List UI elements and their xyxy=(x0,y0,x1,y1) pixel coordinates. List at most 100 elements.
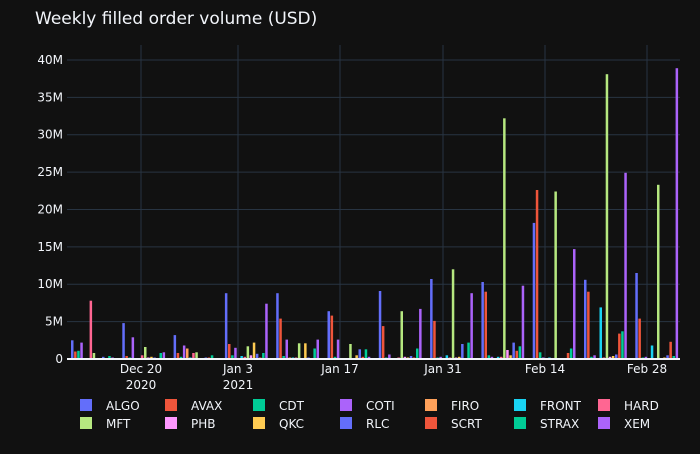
bar-front-week-8[interactable] xyxy=(445,355,449,359)
bar-rlc-week-7[interactable] xyxy=(409,356,413,359)
bar-coti-week-11[interactable] xyxy=(593,355,596,359)
bar-coti2-week-12[interactable] xyxy=(675,68,679,359)
bar-front-week-11[interactable] xyxy=(599,307,603,359)
bar-scrt-week-10[interactable] xyxy=(566,353,570,359)
bar-coti-week-6[interactable] xyxy=(336,339,340,359)
bar-strax-week-1[interactable] xyxy=(108,356,111,359)
bar-coti2-week-6[interactable] xyxy=(367,356,371,359)
legend-item[interactable]: ALGO xyxy=(80,399,140,413)
bar-qkc-week-9[interactable] xyxy=(509,355,512,359)
bar-cdt-week-3[interactable] xyxy=(179,356,183,359)
bar-coti-week-3[interactable] xyxy=(182,345,186,360)
bar-phb-week-9[interactable] xyxy=(506,350,509,359)
bar-avax-week-4[interactable] xyxy=(228,344,231,359)
legend-item[interactable]: MFT xyxy=(80,417,131,431)
bar-algo-week-2[interactable] xyxy=(122,323,125,359)
bar-rlc-week-6[interactable] xyxy=(358,349,362,359)
bar-coti-week-8[interactable] xyxy=(439,356,442,359)
bar-hard-week-9[interactable] xyxy=(500,356,503,359)
legend-item[interactable]: PHB xyxy=(165,417,216,431)
bar-algo-week-3[interactable] xyxy=(173,335,177,359)
bar-cdt-week-10[interactable] xyxy=(538,352,542,359)
bar-strax-week-5[interactable] xyxy=(313,348,316,360)
bar-avax-week-12[interactable] xyxy=(638,318,641,359)
bar-hard-week-3[interactable] xyxy=(192,353,195,359)
bar-phb-week-11[interactable] xyxy=(608,356,612,359)
bar-strax-week-3[interactable] xyxy=(210,355,214,359)
legend-item[interactable]: FRONT xyxy=(514,399,582,413)
bar-strax-week-8[interactable] xyxy=(467,342,470,359)
bar-avax-week-8[interactable] xyxy=(433,320,436,359)
bar-qkc-week-8[interactable] xyxy=(458,356,461,359)
bar-avax-week-10[interactable] xyxy=(535,190,539,359)
bar-mft-week-5[interactable] xyxy=(297,343,301,359)
bar-avax-week-6[interactable] xyxy=(330,315,334,359)
bar-front-week-12[interactable] xyxy=(650,345,654,360)
bar-qkc-week-5[interactable] xyxy=(304,343,307,359)
bar-avax-week-1[interactable] xyxy=(74,351,77,360)
bar-mft-week-8[interactable] xyxy=(451,269,455,359)
bar-qkc-week-2[interactable] xyxy=(150,356,153,359)
bar-coti-week-2[interactable] xyxy=(131,337,135,359)
bar-scrt-week-9[interactable] xyxy=(515,350,519,359)
bar-mft-week-9[interactable] xyxy=(503,118,506,359)
bar-hard-week-2[interactable] xyxy=(140,355,144,359)
bar-cdt-week-11[interactable] xyxy=(590,356,593,359)
bar-strax-week-6[interactable] xyxy=(364,349,368,359)
bar-mft-week-6[interactable] xyxy=(349,344,352,359)
bar-mft-week-2[interactable] xyxy=(144,347,147,359)
bar-firo-week-3[interactable] xyxy=(186,348,189,360)
bar-qkc-week-11[interactable] xyxy=(611,356,615,359)
legend-item[interactable]: XEM xyxy=(598,417,650,431)
bar-coti-week-7[interactable] xyxy=(388,354,391,360)
bar-coti2-week-5[interactable] xyxy=(316,339,320,359)
bar-coti-week-9[interactable] xyxy=(490,356,494,359)
bar-hard-week-1[interactable] xyxy=(89,300,93,359)
bar-coti-week-4[interactable] xyxy=(234,347,237,359)
bar-strax-week-12[interactable] xyxy=(672,356,676,359)
bar-mft-week-7[interactable] xyxy=(400,311,404,359)
bar-coti2-week-7[interactable] xyxy=(419,308,422,359)
bar-strax-week-10[interactable] xyxy=(569,348,573,360)
bar-cdt-week-1[interactable] xyxy=(77,350,80,359)
bar-rlc-week-9[interactable] xyxy=(512,342,515,359)
bar-mft-week-10[interactable] xyxy=(554,191,557,360)
legend-item[interactable]: AVAX xyxy=(165,399,222,413)
bar-coti2-week-11[interactable] xyxy=(624,172,627,359)
bar-algo-week-10[interactable] xyxy=(532,222,536,359)
bar-cdt-week-5[interactable] xyxy=(282,356,285,359)
bar-coti-week-1[interactable] xyxy=(80,342,83,359)
legend-item[interactable]: HARD xyxy=(598,399,659,413)
bar-strax-week-9[interactable] xyxy=(518,346,522,359)
bar-qkc-week-4[interactable] xyxy=(252,342,256,359)
bar-rlc-week-11[interactable] xyxy=(615,354,618,360)
bar-avax-week-5[interactable] xyxy=(279,318,282,359)
bar-cdt-week-4[interactable] xyxy=(231,355,234,359)
bar-phb-week-4[interactable] xyxy=(249,355,253,359)
legend-item[interactable]: RLC xyxy=(340,417,389,431)
legend-item[interactable]: FIRO xyxy=(425,399,479,413)
bar-coti2-week-10[interactable] xyxy=(573,249,576,359)
bar-cdt-week-9[interactable] xyxy=(487,355,491,359)
bar-coti2-week-9[interactable] xyxy=(521,285,525,359)
bar-algo-week-9[interactable] xyxy=(481,282,484,359)
legend-item[interactable]: CDT xyxy=(253,399,305,413)
bar-strax-week-4[interactable] xyxy=(262,353,265,359)
bar-coti2-week-8[interactable] xyxy=(470,293,473,359)
bar-mft-week-4[interactable] xyxy=(246,346,250,359)
bar-rlc-week-1[interactable] xyxy=(102,356,105,359)
bar-mft-week-3[interactable] xyxy=(195,352,198,359)
bar-scrt-week-6[interactable] xyxy=(361,356,365,359)
bar-avax-week-2[interactable] xyxy=(125,356,128,359)
bar-mft-week-1[interactable] xyxy=(92,353,96,359)
bar-algo-week-6[interactable] xyxy=(327,311,331,359)
bar-rlc-week-12[interactable] xyxy=(666,355,669,359)
legend-item[interactable]: QKC xyxy=(253,417,304,431)
bar-phb-week-7[interactable] xyxy=(403,356,407,359)
bar-coti-week-12[interactable] xyxy=(644,356,648,359)
legend-item[interactable]: COTI xyxy=(340,399,395,413)
bar-avax-week-11[interactable] xyxy=(587,291,590,359)
bar-algo-week-4[interactable] xyxy=(224,293,228,359)
bar-coti-week-5[interactable] xyxy=(285,339,289,359)
bar-front-week-9[interactable] xyxy=(496,356,500,359)
